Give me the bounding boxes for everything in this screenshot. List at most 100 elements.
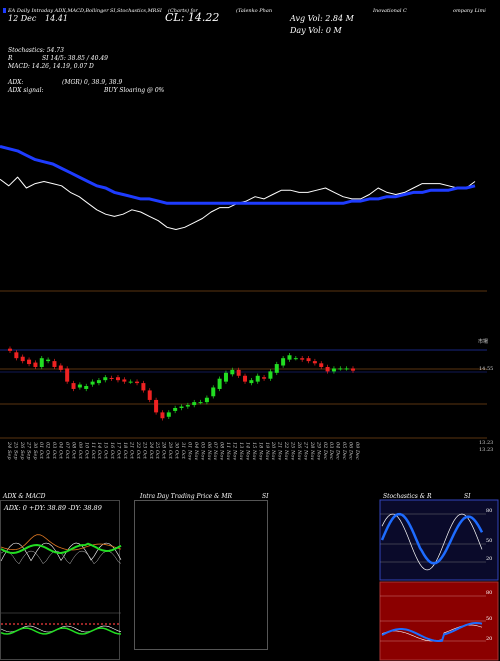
rsi-tick-20: 20 bbox=[486, 636, 493, 642]
intraday-panel bbox=[134, 500, 268, 650]
candle-body-down bbox=[351, 368, 355, 371]
stochastics-readout: Stochastics: 54.73 bbox=[8, 47, 64, 54]
x-tick-label: 02 Dec bbox=[322, 442, 328, 460]
candle-body-up bbox=[77, 384, 82, 388]
candle-body-up bbox=[128, 381, 133, 383]
stoch-blue-line bbox=[380, 512, 484, 565]
candle-body-up bbox=[217, 378, 222, 389]
stoch-panel-title-si: SI bbox=[464, 493, 471, 500]
candle-body-down bbox=[306, 358, 311, 362]
candle-body-up bbox=[96, 380, 101, 384]
candle-body-down bbox=[160, 412, 165, 419]
x-tick-label: 11 Oct bbox=[90, 442, 96, 460]
x-tick-label: 04 Oct bbox=[58, 442, 64, 460]
candle-body-up bbox=[287, 355, 292, 360]
candle-body-down bbox=[27, 359, 32, 365]
x-tick-label: 06 Dec bbox=[348, 442, 354, 460]
candle-body-down bbox=[8, 348, 12, 351]
candle-body-down bbox=[319, 363, 324, 367]
moving-average-line bbox=[0, 145, 476, 205]
header-title-part3: (Charts) for bbox=[168, 8, 198, 14]
x-tick-label: 18 Nov bbox=[257, 442, 263, 460]
rsi-blue-line bbox=[381, 621, 483, 642]
x-tick-label: 28 Nov bbox=[309, 441, 315, 460]
adx-macd-panel: ADX: 0 +DY: 38.89 -DY: 38.89 bbox=[0, 500, 122, 660]
candle-body-down bbox=[20, 356, 25, 362]
price-axis-low-label1: 13.23 bbox=[479, 440, 494, 446]
candle-body-up bbox=[192, 402, 197, 406]
header-title-part4: (Talenko Phan bbox=[236, 8, 273, 14]
x-tick-label: 27 Sep bbox=[25, 441, 31, 460]
header-title-part5: Inovational C bbox=[373, 8, 407, 14]
x-tick-label: 31 Oct bbox=[180, 442, 186, 460]
header-avg-vol: Avg Vol: 2.84 M bbox=[290, 14, 354, 23]
x-tick-label: 30 Oct bbox=[174, 442, 180, 460]
stoch-tick-80: 80 bbox=[486, 508, 493, 514]
adx-white-line-1 bbox=[0, 542, 122, 562]
x-tick-label: 03 Oct bbox=[51, 442, 57, 460]
x-tick-label: 09 Oct bbox=[77, 442, 83, 460]
candle-body-down bbox=[236, 369, 241, 376]
adx-macd-panel-title: ADX & MACD bbox=[3, 493, 46, 500]
x-tick-label: 26 Sep bbox=[19, 441, 25, 460]
candle-body-up bbox=[185, 405, 190, 407]
macd-readout: MACD: 14.26, 14.19, 0.07 D bbox=[8, 63, 94, 70]
stoch-tick-50: 50 bbox=[486, 538, 493, 544]
x-tick-label: 15 Oct bbox=[103, 442, 109, 460]
x-tick-label: 14 Nov bbox=[244, 442, 250, 460]
x-tick-label: 29 Oct bbox=[167, 441, 173, 460]
x-tick-label: 20 Nov bbox=[270, 441, 276, 460]
x-tick-label: 05 Nov bbox=[199, 442, 205, 460]
x-tick-label: 04 Nov bbox=[193, 442, 199, 460]
candlestick-chart bbox=[0, 346, 487, 439]
x-tick-label: 11 Nov bbox=[225, 442, 231, 460]
x-tick-label: 08 Nov bbox=[219, 442, 225, 460]
stoch-background bbox=[379, 499, 499, 581]
x-tick-label: 25 Oct bbox=[154, 441, 160, 460]
candle-body-up bbox=[344, 368, 349, 370]
candle-body-up bbox=[39, 358, 44, 367]
candle-body-down bbox=[122, 379, 127, 382]
adx-panel-readout: ADX: 0 +DY: 38.89 -DY: 38.89 bbox=[4, 504, 102, 512]
header-title-part2: SI,Stochastics,MRSI bbox=[110, 8, 162, 14]
logo-square-icon bbox=[3, 8, 6, 13]
candle-body-down bbox=[115, 377, 120, 381]
candle-body-down bbox=[33, 362, 38, 367]
adx-label: ADX: bbox=[8, 79, 24, 86]
x-tick-label: 02 Oct bbox=[45, 442, 51, 460]
x-tick-label: 25 Sep bbox=[12, 441, 18, 460]
candle-body-down bbox=[71, 383, 76, 389]
header-close: CL: 14.22 bbox=[165, 11, 220, 24]
x-tick-label: 29 Nov bbox=[315, 441, 321, 460]
candle-body-up bbox=[268, 371, 273, 379]
adx-chart bbox=[0, 534, 122, 635]
candle-body-up bbox=[103, 377, 108, 381]
candle-body-up bbox=[166, 412, 171, 417]
candle-body-down bbox=[154, 399, 159, 413]
header-day-vol: Day Vol: 0 M bbox=[290, 26, 342, 35]
header-date: 12 Dec bbox=[8, 14, 37, 23]
candle-body-up bbox=[255, 375, 260, 382]
x-tick-label: 27 Nov bbox=[302, 441, 308, 460]
x-tick-label: 17 Oct bbox=[116, 442, 122, 460]
x-tick-label: 10 Oct bbox=[83, 442, 89, 460]
stochastics-r: R bbox=[8, 55, 13, 62]
x-tick-label: 13 Nov bbox=[238, 442, 244, 460]
candle-body-up bbox=[293, 358, 298, 360]
price-axis-mid-label: 14.55 bbox=[479, 366, 494, 372]
x-tick-label: 06 Nov bbox=[206, 442, 212, 460]
x-tick-label: 28 Oct bbox=[161, 441, 167, 460]
stoch-rsi-panel: 80 50 20 80 50 20 bbox=[379, 499, 499, 661]
x-tick-label: 16 Oct bbox=[109, 442, 115, 460]
x-tick-label: 19 Nov bbox=[264, 442, 270, 460]
header-title-part6: ompany Limi bbox=[453, 8, 486, 14]
candle-body-down bbox=[243, 375, 248, 382]
x-tick-label: 21 Nov bbox=[277, 441, 283, 460]
candle-body-down bbox=[325, 366, 330, 372]
adx-signal-readout: BUY Sloaring @ 0% bbox=[104, 87, 165, 94]
stoch-tick-20: 20 bbox=[486, 556, 493, 562]
candle-body-down bbox=[135, 381, 140, 384]
stoch-white-line bbox=[381, 513, 483, 571]
x-tick-label: 30 Sep bbox=[32, 442, 38, 460]
x-axis-date-labels: 24 Sep 25 Sep 26 Sep 27 Sep 30 Sep 01 Oct 02 O… bbox=[6, 441, 360, 460]
